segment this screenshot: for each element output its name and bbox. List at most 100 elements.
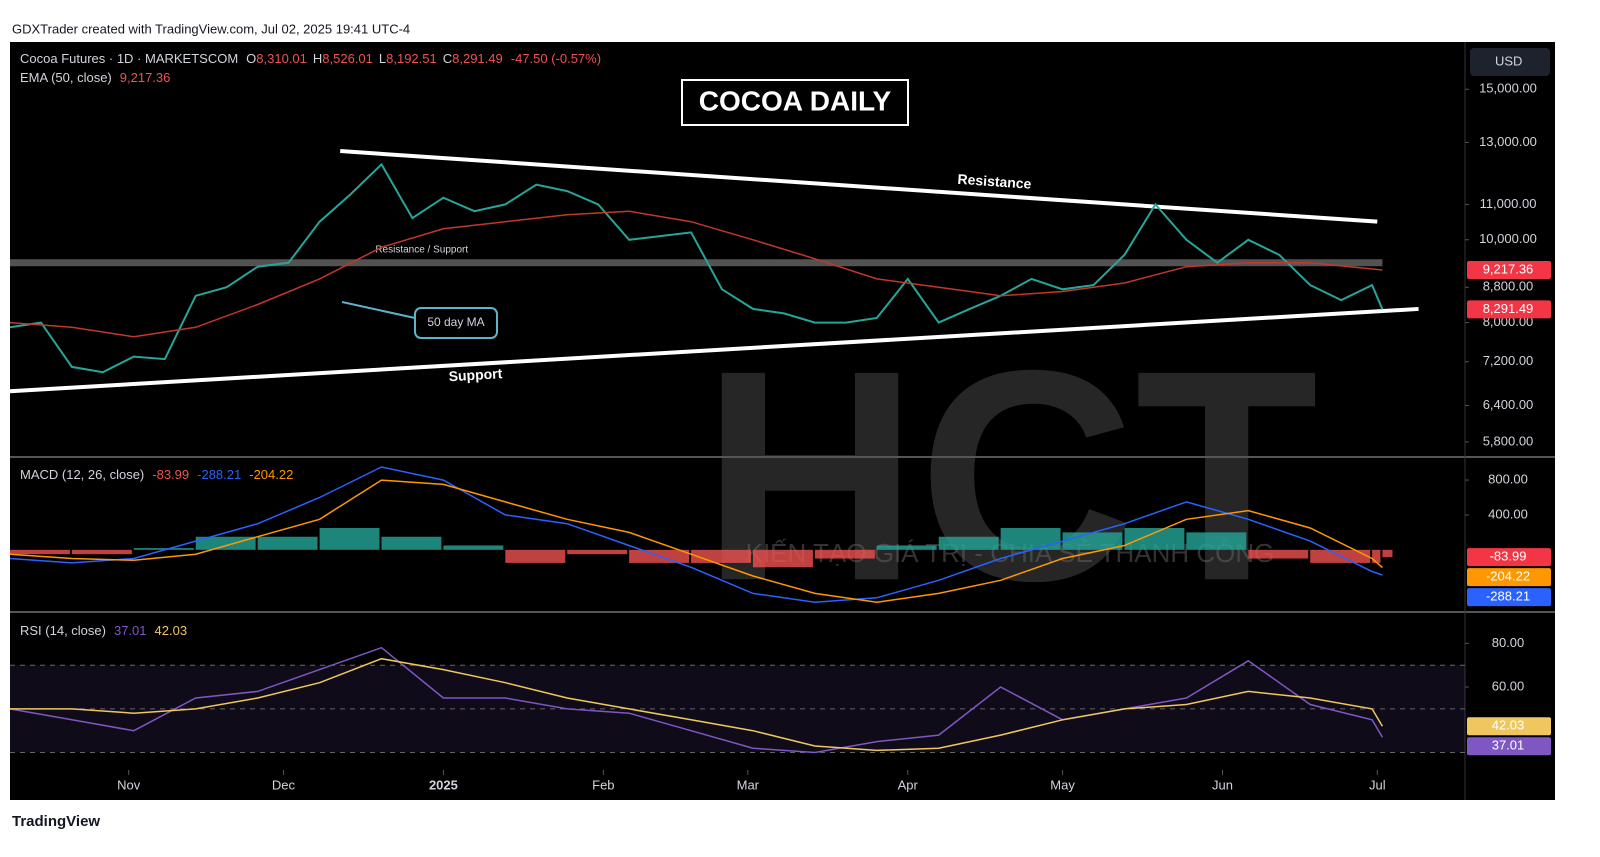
trendline-label: Resistance / Support [375, 244, 468, 255]
chart-background [10, 42, 1555, 800]
ohlc-value: 8,192.51 [386, 51, 437, 66]
histogram-bar [1124, 528, 1185, 550]
ohlc-key: O [246, 51, 256, 66]
macd-value: -288.21 [197, 467, 241, 482]
histogram-bar [1382, 549, 1393, 558]
y-tick-label: 60.00 [1492, 678, 1525, 693]
change: -47.50 (-0.57%) [511, 51, 601, 66]
histogram-bar [319, 528, 380, 550]
y-tick-label: 10,000.00 [1479, 231, 1537, 246]
histogram-bar [443, 545, 504, 550]
rsi-value: 42.03 [155, 623, 188, 638]
x-tick-label: Mar [737, 777, 760, 792]
ohlc-value: 8,526.01 [322, 51, 373, 66]
histogram-bar [71, 549, 132, 555]
price-badge-label: -83.99 [1490, 549, 1527, 564]
rsi-name: RSI (14, close) [20, 623, 106, 638]
price-badge [1467, 300, 1551, 319]
x-tick-label: May [1050, 777, 1075, 792]
y-tick-label: 13,000.00 [1479, 134, 1537, 149]
y-tick-label: 5,800.00 [1483, 433, 1534, 448]
y-tick-label: 800.00 [1488, 471, 1528, 486]
price-badge [1467, 568, 1551, 587]
macd-name: MACD (12, 26, close) [20, 467, 144, 482]
trendline [340, 149, 1378, 224]
macd-value: -83.99 [152, 467, 189, 482]
y-tick-label: 6,400.00 [1483, 397, 1534, 412]
watermark-logo: HCT [702, 307, 1319, 643]
histogram-bar [752, 549, 813, 568]
y-tick-label: 80.00 [1492, 635, 1525, 650]
ohlc-key: H [313, 51, 322, 66]
rsi-value: 37.01 [114, 623, 147, 638]
histogram-bar [381, 536, 442, 550]
callout-text: 50 day MA [427, 315, 484, 329]
price-badge-label: 8,291.49 [1483, 301, 1534, 316]
y-tick-label: 15,000.00 [1479, 81, 1537, 96]
histogram-bar [691, 549, 751, 563]
ohlc-value: 8,291.49 [452, 51, 503, 66]
x-tick-label: Feb [592, 777, 614, 792]
x-tick-label: Apr [898, 777, 919, 792]
price-badge [1467, 261, 1551, 280]
price-badge-label: -204.22 [1486, 569, 1530, 584]
currency-button[interactable] [1470, 48, 1550, 76]
histogram-bar [938, 536, 999, 550]
symbol: Cocoa Futures · 1D · MARKETSCOM [20, 51, 238, 66]
price-badge [1467, 588, 1551, 607]
price-badge-label: 9,217.36 [1483, 261, 1534, 276]
histogram-bar [876, 545, 937, 550]
histogram-bar [814, 549, 875, 559]
histogram-bar [133, 548, 194, 550]
rsi-line [10, 657, 1384, 752]
trendline [9, 306, 1419, 394]
ohlc-key: L [379, 51, 386, 66]
price-line [9, 162, 1384, 374]
histogram-bar [10, 549, 70, 555]
credit: GDXTrader created with TradingView.com, … [12, 21, 410, 36]
price-badge-label: 42.03 [1492, 718, 1525, 733]
y-tick-label: 8,800.00 [1483, 279, 1534, 294]
histogram-bar [1372, 549, 1381, 563]
price-badge [1467, 737, 1551, 756]
footer-brand: TradingView [12, 813, 100, 830]
x-tick-label: 2025 [429, 777, 458, 792]
x-tick-label: Jul [1369, 777, 1386, 792]
histogram-bar [195, 536, 256, 550]
macd-line [9, 466, 1383, 603]
title-box [681, 79, 909, 126]
histogram-bar [567, 549, 628, 555]
y-tick-label: 7,200.00 [1483, 353, 1534, 368]
chart-title: COCOA DAILY [699, 85, 892, 116]
callout-box [414, 307, 498, 339]
ohlc-value: 8,310.01 [256, 51, 307, 66]
callout-pointer [341, 301, 416, 319]
price-badge [1467, 717, 1551, 736]
trendline-label: Resistance [957, 171, 1032, 192]
histogram-bar [1000, 528, 1061, 550]
ema-value: 9,217.36 [120, 70, 171, 85]
x-tick-label: Nov [117, 777, 141, 792]
price-badge-label: -288.21 [1486, 589, 1530, 604]
macd-value: -204.22 [249, 467, 293, 482]
price-badge [1467, 548, 1551, 567]
legend-row: RSI (14, close) 37.01 42.03 [20, 623, 187, 638]
legend-row: Cocoa Futures · 1D · MARKETSCOM O8,310.01… [20, 51, 601, 66]
currency: USD [1495, 53, 1522, 68]
trendline-label: Support [448, 365, 503, 384]
x-tick-label: Dec [272, 777, 296, 792]
x-tick-label: Jun [1212, 777, 1233, 792]
ohlc-key: C [443, 51, 452, 66]
y-tick-label: 400.00 [1488, 506, 1528, 521]
histogram-bar [505, 549, 566, 563]
histogram-bar [257, 536, 318, 550]
macd-line [9, 479, 1383, 603]
histogram-bar [1186, 532, 1247, 550]
legend-row: MACD (12, 26, close) -83.99 -288.21 -204.22 [20, 467, 293, 482]
rsi-line [9, 646, 1384, 754]
ema-name: EMA (50, close) [20, 70, 112, 85]
y-tick-label: 11,000.00 [1480, 196, 1537, 211]
histogram-bar [1248, 549, 1309, 559]
price-badge-label: 37.01 [1492, 738, 1525, 753]
